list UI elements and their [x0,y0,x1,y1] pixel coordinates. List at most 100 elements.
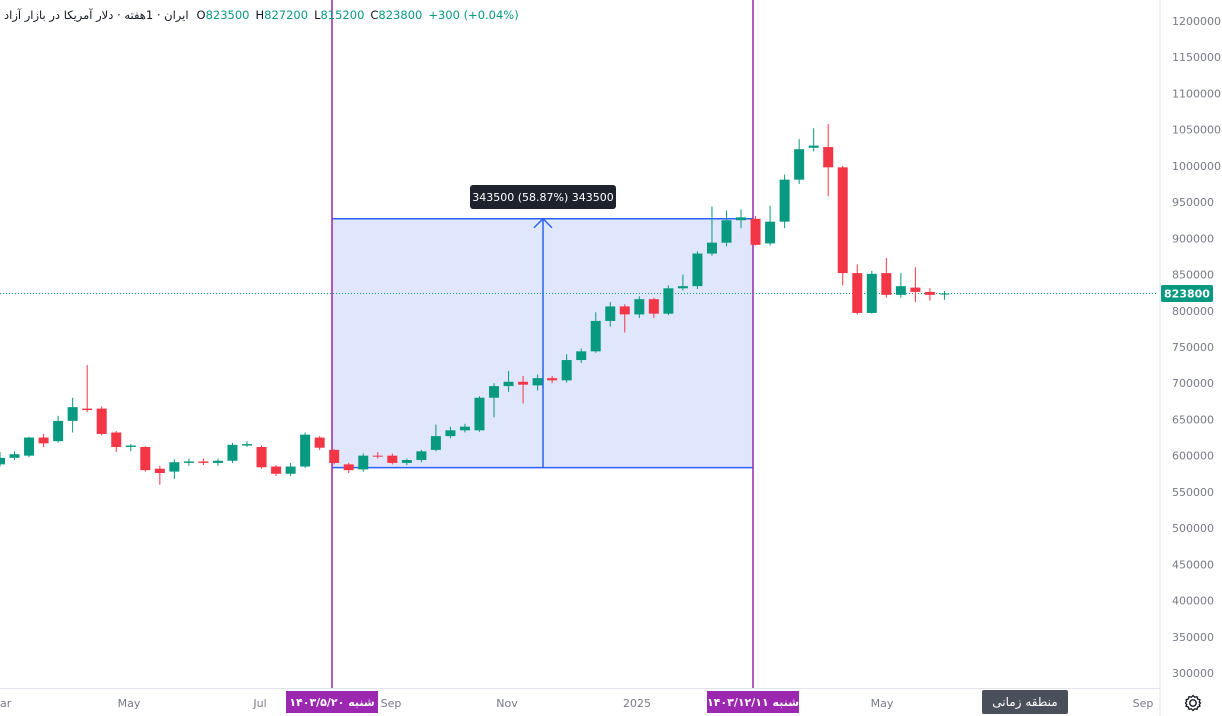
low-value: 815200 [320,8,365,22]
high-label: H [255,8,265,22]
candle-body [300,434,311,467]
candle-body [852,273,863,313]
candle-body [547,378,558,381]
candle-body [140,446,151,471]
price-tick-label: 500000 [1172,522,1214,535]
candle-body [474,397,485,431]
candle-body [38,437,49,444]
candle-body [387,455,398,463]
candle-body [445,430,456,437]
low-label: L [314,8,321,22]
candles [0,123,950,485]
date-range-measure[interactable] [332,217,753,469]
settings-gear-icon[interactable] [1182,692,1204,714]
measure-tooltip: 343500 (58.87%) 343500 [470,185,616,209]
candle-body [489,386,500,398]
close-label: C [370,8,379,22]
candle-body [96,408,107,434]
last-price-badge [1161,285,1213,303]
date-marker-badge [286,691,378,713]
candle-body [677,286,688,289]
candle-body [198,461,209,463]
candle-body [0,457,5,465]
price-tick-label: 1000000 [1172,160,1221,173]
candle-body [808,145,819,148]
time-axis[interactable]: ar May Jul Sep Nov 2025 May Sep شنبه ۱۴۰۳/۵/۲۰ شن… [0,691,1153,713]
time-tick-label: Sep [381,697,402,710]
axis-labels: 823800 [1161,285,1213,303]
price-tick-label: 450000 [1172,558,1214,571]
measure-tooltip-box [470,185,616,209]
change-value: +300 (+0.04%) [428,8,519,22]
candle-body [503,381,514,387]
candle-body [183,461,194,463]
candle-body [9,454,20,458]
candle-body [285,466,296,474]
candle-body [924,291,935,295]
candle-body [634,299,645,315]
candle-body [82,408,93,411]
candle-body [111,432,122,447]
last-price-label: 823800 [1164,288,1210,301]
high-value: 827200 [264,8,309,22]
time-tick-label: Jul [252,697,266,710]
candle-body [242,444,253,446]
price-tick-label: 350000 [1172,631,1214,644]
candle-body [794,149,805,180]
candle-body [125,445,136,447]
candle-body [67,407,78,421]
close-value: 823800 [378,8,423,22]
candle-body [271,466,282,474]
open-label: O [196,8,206,22]
candle-body [648,299,659,314]
candle-body [823,147,834,168]
price-tick-label: 1100000 [1172,87,1221,100]
price-tick-label: 650000 [1172,413,1214,426]
candle-body [401,460,412,463]
candle-body [459,426,470,431]
symbol-title: ایران · 1هفته · دلار آمریکا در بازار آزا… [4,8,189,22]
candle-body [750,218,761,245]
candle-body [619,306,630,315]
candle-body [939,293,950,295]
candle-body [837,167,848,274]
time-tick-label: May [118,697,141,710]
price-tick-label: 1050000 [1172,124,1221,137]
price-tick-label: 850000 [1172,269,1214,282]
price-tick-label: 600000 [1172,450,1214,463]
candle-body [53,420,64,442]
candle-body [358,455,369,470]
price-tick-label: 1200000 [1172,15,1221,28]
date-marker-label: شنبه ۱۴۰۳/۵/۲۰ [289,696,374,709]
candle-body [910,287,921,292]
candle-body [866,273,877,313]
timezone-button[interactable]: منطقه زمانی [982,690,1068,714]
candle-body [169,462,180,472]
candle-body [212,460,223,463]
candle-body [721,220,732,243]
candle-body [881,273,892,295]
time-tick-label: May [871,697,894,710]
candle-body [256,446,267,468]
chart-legend: ایران · 1هفته · دلار آمریکا در بازار آزا… [4,6,519,24]
open-value: 823500 [205,8,250,22]
time-tick-label: 2025 [623,697,651,710]
date-marker-badge [707,691,799,713]
candle-body [765,221,776,244]
candle-body [430,436,441,450]
price-tick-label: 1150000 [1172,51,1221,64]
price-tick-label: 800000 [1172,305,1214,318]
candle-body [779,179,790,222]
price-tick-label: 550000 [1172,486,1214,499]
candle-body [227,444,238,461]
candle-body [706,242,717,254]
price-tick-label: 400000 [1172,595,1214,608]
price-tick-label: 950000 [1172,196,1214,209]
date-marker-label: شنبه ۱۴۰۳/۱۲/۱۱ [707,696,799,709]
candle-body [154,468,165,474]
price-tick-label: 700000 [1172,377,1214,390]
candle-body [576,351,587,361]
time-tick-label: Nov [496,697,518,710]
